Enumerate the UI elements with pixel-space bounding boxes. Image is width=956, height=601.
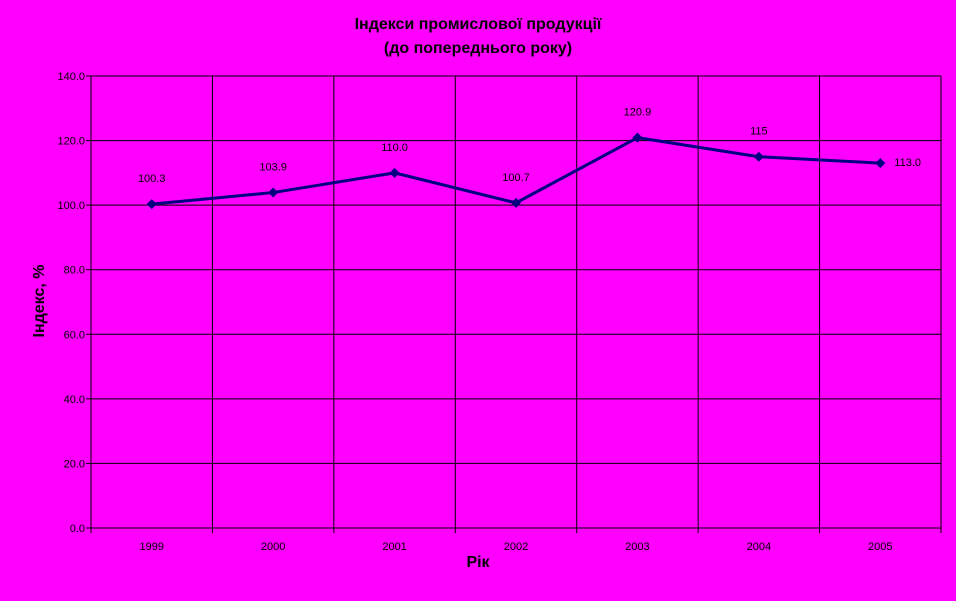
y-tick-label: 100.0 (57, 200, 85, 212)
y-tick-label: 20.0 (64, 458, 85, 470)
y-tick-label: 120.0 (57, 136, 85, 148)
data-point (268, 187, 279, 198)
data-label: 100.3 (138, 173, 166, 185)
chart-subtitle: (до попереднього року) (383, 40, 573, 57)
x-tick-label: 2002 (504, 541, 528, 553)
x-tick-label: 2003 (625, 541, 649, 553)
x-tick-label: 2000 (261, 541, 285, 553)
x-tick-label: 2001 (382, 541, 406, 553)
data-point (753, 151, 764, 162)
y-tick-label: 60.0 (64, 329, 85, 341)
data-label: 120.9 (624, 107, 652, 119)
data-label: 113.0 (894, 157, 921, 169)
x-tick-label: 2005 (868, 541, 892, 553)
y-tick-label: 140.0 (57, 71, 85, 83)
data-point (389, 167, 400, 178)
data-point (875, 158, 886, 169)
data-label: 115 (750, 126, 768, 138)
data-label: 110.0 (381, 142, 408, 154)
data-point (632, 132, 643, 143)
x-tick-label: 2004 (747, 541, 771, 553)
x-tick-label: 1999 (139, 541, 163, 553)
chart-title: Індекси промислової продукції (354, 16, 602, 33)
y-tick-label: 40.0 (64, 394, 85, 406)
x-axis-label: Рік (466, 554, 490, 571)
data-point (511, 197, 521, 208)
data-label: 103.9 (259, 162, 287, 174)
data-point (146, 199, 157, 210)
y-tick-label: 80.0 (64, 265, 85, 277)
y-tick-label: 0.0 (70, 523, 85, 535)
data-label: 100.7 (502, 172, 530, 184)
